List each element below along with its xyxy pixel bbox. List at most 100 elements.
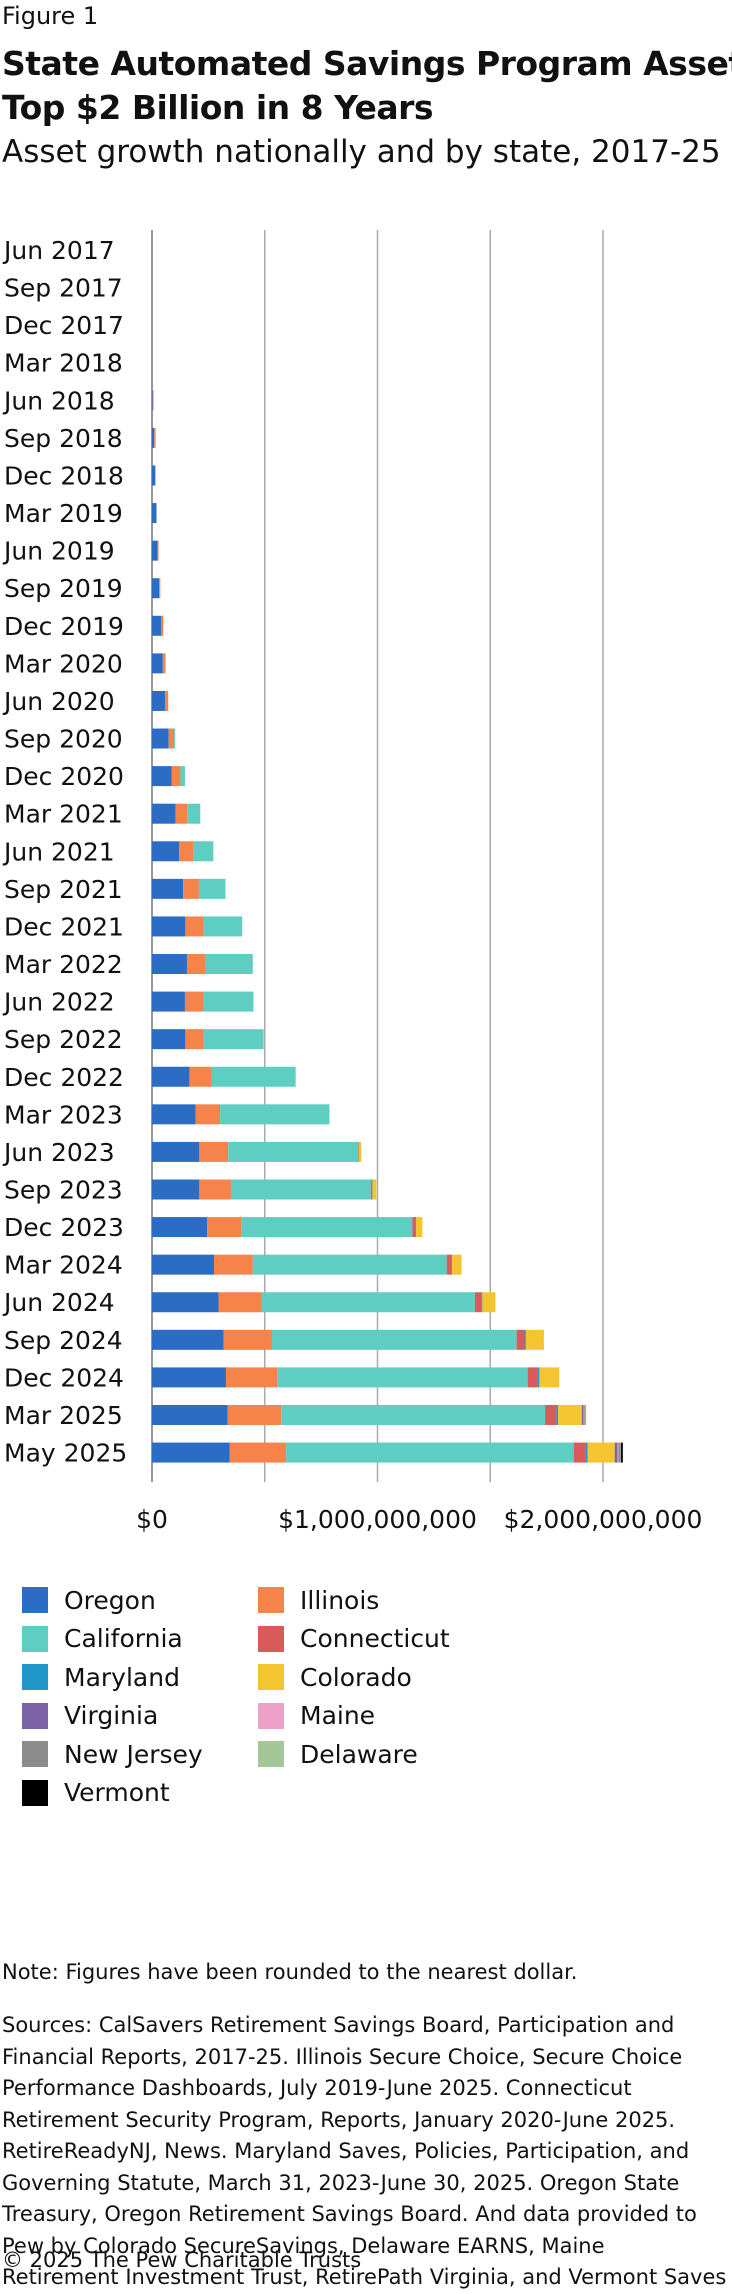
- x-tick-labels: $0 $1,000,000,000 $2,000,000,000: [136, 1505, 702, 1534]
- bar-segment: [152, 390, 154, 411]
- category-label: Jun 2022: [2, 988, 115, 1017]
- category-label: Mar 2020: [4, 649, 123, 678]
- bar-segment: [203, 1029, 264, 1050]
- bar-segment: [152, 1404, 228, 1425]
- bar-segment: [220, 1104, 330, 1125]
- category-label: Jun 2017: [2, 236, 115, 265]
- category-label: Sep 2018: [4, 424, 123, 453]
- legend-label: Delaware: [300, 1739, 418, 1769]
- bar-segment: [165, 690, 169, 711]
- bar-segment: [175, 803, 188, 824]
- legend-swatch: [258, 1625, 284, 1652]
- chart-title-line-2: Top $2 Billion in 8 Years: [2, 88, 434, 127]
- stacked-bar-chart: Jun 2017 Sep 2017 Dec 2017 Mar 2018 Jun 2018…: [2, 230, 702, 1534]
- bar-segment: [152, 1292, 219, 1313]
- bar-segment: [281, 1404, 546, 1425]
- bar-segment: [152, 540, 158, 561]
- category-label: Dec 2018: [4, 461, 124, 490]
- bar-segment: [199, 1179, 231, 1200]
- bar-segment: [152, 690, 166, 711]
- category-label: Jun 2024: [2, 1288, 115, 1317]
- bar-segment: [152, 1104, 196, 1125]
- x-tick-label: $2,000,000,000: [504, 1505, 703, 1534]
- bar-segment: [203, 916, 243, 937]
- bar-segment: [152, 653, 163, 674]
- bar-segment: [614, 1442, 618, 1463]
- bar-segment: [271, 1329, 517, 1350]
- bar-segment: [174, 728, 176, 749]
- legend-label: Colorado: [300, 1662, 412, 1692]
- bar-segment: [524, 1329, 526, 1350]
- bar-segment: [621, 1442, 623, 1463]
- bar-segment: [581, 1404, 584, 1425]
- bar-segment: [152, 578, 160, 599]
- legend-label: Virginia: [64, 1701, 159, 1730]
- category-label: Sep 2020: [4, 725, 123, 754]
- category-label: Dec 2020: [4, 762, 124, 791]
- bar-segment: [198, 878, 226, 899]
- bar-segment: [525, 1329, 544, 1350]
- bar-segment: [152, 1442, 230, 1463]
- x-tick-label: $1,000,000,000: [278, 1505, 477, 1534]
- bar-segment: [152, 1029, 186, 1050]
- bar-segment: [152, 954, 187, 975]
- bar-segment: [481, 1292, 483, 1313]
- bar-segment: [537, 1367, 540, 1388]
- category-label: Jun 2020: [2, 687, 115, 716]
- bar-segment: [358, 1141, 362, 1162]
- legend-item: Vermont: [22, 1773, 170, 1813]
- category-label: Mar 2025: [4, 1401, 123, 1430]
- category-label: Dec 2017: [4, 311, 124, 340]
- category-label: Mar 2024: [4, 1251, 123, 1280]
- legend-label: Oregon: [64, 1585, 156, 1615]
- bar-segment: [556, 1404, 559, 1425]
- copyright-text: © 2025 The Pew Charitable Trusts: [2, 2248, 362, 2272]
- bar-segment: [584, 1404, 586, 1425]
- category-labels: Jun 2017 Sep 2017 Dec 2017 Mar 2018 Jun 2018…: [2, 236, 127, 1468]
- bar-segment: [277, 1367, 528, 1388]
- bar-segment: [211, 1066, 296, 1087]
- bars: [152, 390, 623, 1463]
- bar-segment: [152, 1179, 200, 1200]
- legend-item: Delaware: [258, 1734, 418, 1774]
- bar-segment: [585, 1442, 588, 1463]
- bar-segment: [558, 1404, 582, 1425]
- bar-segment: [180, 766, 185, 787]
- bar-segment: [199, 1141, 229, 1162]
- chart-note: Note: Figures have been rounded to the n…: [2, 1960, 578, 1984]
- bar-segment: [152, 465, 156, 486]
- bar-segment: [527, 1367, 538, 1388]
- chart-legend: Oregon Illinois California Connecticut Maryl…: [22, 1580, 722, 1990]
- chart-title-line-1: State Automated Savings Program Assets: [2, 44, 732, 83]
- legend-swatch: [22, 1741, 48, 1767]
- category-label: Dec 2019: [4, 612, 124, 641]
- bar-segment: [185, 1029, 204, 1050]
- legend-swatch: [258, 1741, 284, 1767]
- category-label: Sep 2023: [4, 1176, 123, 1205]
- legend-label: Illinois: [300, 1585, 380, 1615]
- legend-label: California: [64, 1624, 183, 1653]
- legend-swatch: [22, 1587, 48, 1613]
- bar-segment: [168, 728, 175, 749]
- category-label: Sep 2017: [4, 274, 123, 303]
- bar-segment: [152, 991, 185, 1012]
- chart-subtitle: Asset growth nationally and by state, 20…: [2, 134, 721, 170]
- bar-segment: [230, 1179, 371, 1200]
- sources-text: Sources: CalSavers Retirement Savings Bo…: [2, 2013, 727, 2289]
- legend-swatch: [258, 1587, 284, 1613]
- bar-segment: [207, 1217, 242, 1238]
- legend-label: Connecticut: [300, 1624, 450, 1653]
- bar-segment: [152, 615, 162, 636]
- legend-item: Maryland: [22, 1657, 180, 1697]
- bar-segment: [620, 1442, 622, 1463]
- category-label: Jun 2019: [2, 537, 115, 566]
- legend-item: Illinois: [258, 1580, 379, 1620]
- bar-segment: [152, 728, 169, 749]
- bar-segment: [152, 427, 155, 448]
- legend-swatch: [258, 1664, 284, 1690]
- bar-segment: [225, 1367, 278, 1388]
- bar-segment: [152, 766, 172, 787]
- bar-segment: [152, 503, 157, 524]
- bar-segment: [252, 1254, 447, 1275]
- category-label: Sep 2021: [4, 875, 123, 904]
